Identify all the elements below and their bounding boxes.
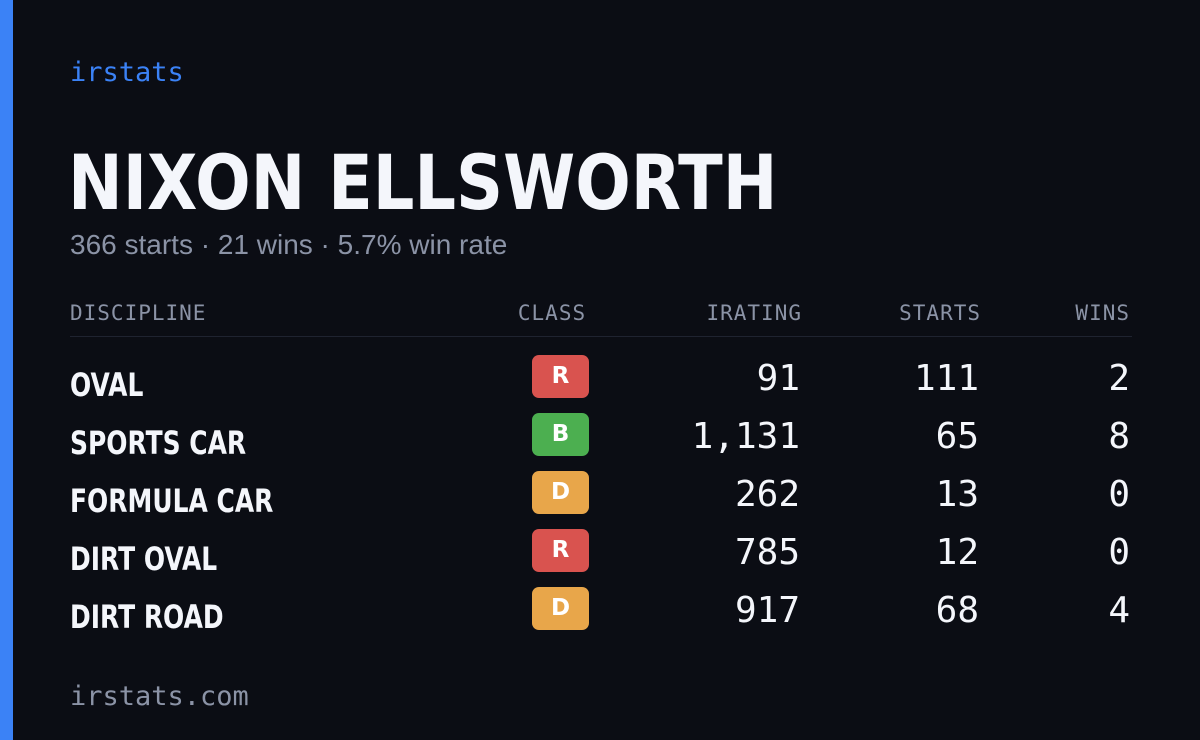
table-row: DIRT ROAD D 917 68 4 <box>70 587 1132 645</box>
footer-site-url: irstats.com <box>70 681 249 712</box>
table-row: DIRT OVAL R 785 12 0 <box>70 529 1132 587</box>
table-row: SPORTS CAR B 1,131 65 8 <box>70 413 1132 471</box>
table-row: FORMULA CAR D 262 13 0 <box>70 471 1132 529</box>
row-irating: 917 <box>734 590 800 631</box>
row-discipline: DIRT ROAD <box>70 598 224 636</box>
row-irating: 1,131 <box>691 416 800 457</box>
row-starts: 65 <box>935 416 979 457</box>
row-irating: 262 <box>734 474 800 515</box>
row-wins: 0 <box>1108 532 1130 573</box>
table-row: OVAL R 91 111 2 <box>70 355 1132 413</box>
brand-logo-text: irstats <box>70 57 184 88</box>
row-discipline: OVAL <box>70 366 144 404</box>
row-starts: 68 <box>935 590 979 631</box>
header-discipline: DISCIPLINE <box>70 301 207 325</box>
row-wins: 4 <box>1108 590 1130 631</box>
header-irating: IRATING <box>706 301 802 325</box>
row-wins: 2 <box>1108 358 1130 399</box>
driver-summary: 366 starts · 21 wins · 5.7% win rate <box>70 229 508 260</box>
row-starts: 111 <box>913 358 979 399</box>
class-badge: R <box>532 529 589 572</box>
table-header: DISCIPLINE CLASS IRATING STARTS WINS <box>70 296 1132 337</box>
row-discipline: SPORTS CAR <box>70 424 247 462</box>
row-wins: 8 <box>1108 416 1130 457</box>
row-starts: 13 <box>935 474 979 515</box>
class-badge: D <box>532 587 589 630</box>
class-badge: D <box>532 471 589 514</box>
class-badge: B <box>532 413 589 456</box>
stats-table: DISCIPLINE CLASS IRATING STARTS WINS OVA… <box>70 296 1132 636</box>
row-wins: 0 <box>1108 474 1130 515</box>
class-badge: R <box>532 355 589 398</box>
header-wins: WINS <box>1075 301 1130 325</box>
row-discipline: FORMULA CAR <box>70 482 274 520</box>
row-discipline: DIRT OVAL <box>70 540 218 578</box>
header-starts: STARTS <box>899 301 981 325</box>
row-irating: 785 <box>734 532 800 573</box>
driver-name: NIXON ELLSWORTH <box>68 138 778 227</box>
row-irating: 91 <box>756 358 800 399</box>
row-starts: 12 <box>935 532 979 573</box>
header-class: CLASS <box>517 301 587 325</box>
accent-bar <box>0 0 13 740</box>
